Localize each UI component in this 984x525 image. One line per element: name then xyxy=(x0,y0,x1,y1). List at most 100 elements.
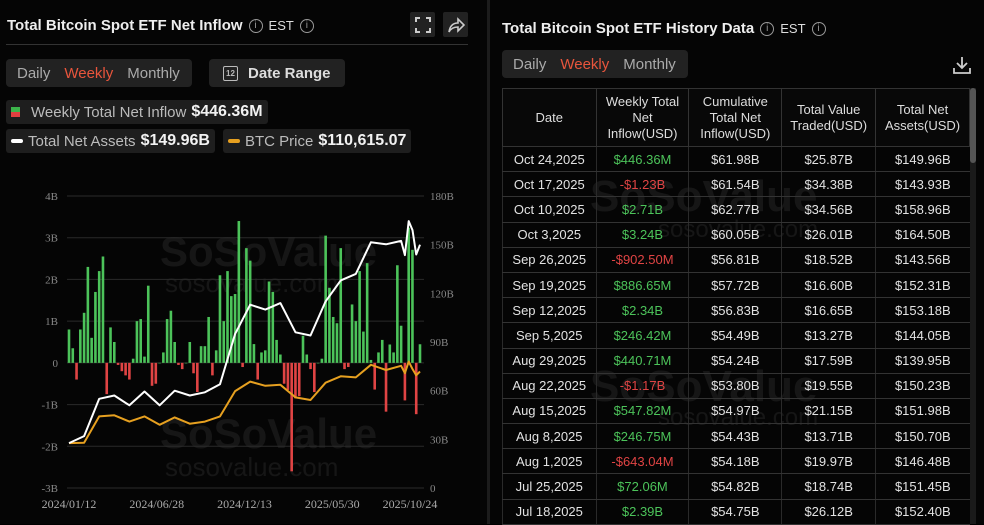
column-header-value-traded[interactable]: Total Value Traded(USD) xyxy=(781,88,877,147)
table-row[interactable]: Jul 25,2025 $72.06M $54.82B $18.74B $151.45B xyxy=(502,473,970,500)
inflow-bar xyxy=(256,362,260,380)
tab-weekly[interactable]: Weekly xyxy=(64,64,114,82)
table-row[interactable]: Oct 3,2025 $3.24B $60.05B $26.01B $164.50B xyxy=(502,222,970,248)
tab-daily[interactable]: Daily xyxy=(513,55,547,73)
share-icon xyxy=(447,16,465,33)
inflow-bar xyxy=(305,354,309,363)
table-row[interactable]: Jul 18,2025 $2.39B $54.75B $26.12B $152.40B xyxy=(502,499,970,525)
cell-cumulative-inflow: $54.97B xyxy=(688,398,782,425)
table-row[interactable]: Oct 24,2025 $446.36M $61.98B $25.87B $149.96… xyxy=(502,146,970,173)
table-row[interactable]: Sep 26,2025 -$902.50M $56.81B $18.52B $143.5… xyxy=(502,247,970,273)
tab-monthly[interactable]: Monthly xyxy=(623,55,676,73)
table-row[interactable]: Oct 10,2025 $2.71B $62.77B $34.56B $158.96B xyxy=(502,196,970,223)
legend-total-net-assets[interactable]: Total Net Assets $149.96B xyxy=(6,129,215,153)
column-header-net-assets[interactable]: Total Net Assets(USD) xyxy=(875,88,970,147)
x-axis-tick: 2024/06/28 xyxy=(129,497,184,511)
cell-weekly-inflow: $2.39B xyxy=(595,499,689,525)
inflow-bar xyxy=(135,321,139,363)
cell-date: Aug 1,2025 xyxy=(502,448,597,475)
inflow-bar xyxy=(86,266,90,363)
info-circle-icon[interactable]: i xyxy=(248,18,263,33)
tab-monthly[interactable]: Monthly xyxy=(127,64,180,82)
cell-weekly-inflow: $72.06M xyxy=(595,473,689,500)
inflow-bar xyxy=(229,296,233,363)
cell-value-traded: $25.87B xyxy=(781,146,876,173)
inflow-bar xyxy=(196,362,199,393)
share-button[interactable] xyxy=(443,12,468,37)
info-circle-icon[interactable]: i xyxy=(811,21,826,36)
inflow-bar xyxy=(297,362,301,397)
timezone-label: EST xyxy=(780,21,806,36)
table-row[interactable]: Aug 1,2025 -$643.04M $54.18B $19.97B $146.48… xyxy=(502,448,970,475)
scrollbar-thumb[interactable] xyxy=(970,88,976,163)
column-header-cumulative-inflow[interactable]: Cumulative Total Net Inflow(USD) xyxy=(688,88,783,147)
cell-cumulative-inflow: $61.98B xyxy=(688,146,782,173)
cell-date: Sep 12,2025 xyxy=(502,297,597,324)
cell-date: Aug 15,2025 xyxy=(502,398,597,425)
period-tabs: Daily Weekly Monthly xyxy=(502,50,688,78)
cell-net-assets: $152.40B xyxy=(875,499,970,525)
right-axis-tick: 120B xyxy=(430,288,454,300)
tab-weekly[interactable]: Weekly xyxy=(560,55,610,73)
column-header-date[interactable]: Date xyxy=(502,88,597,147)
inflow-bar xyxy=(67,329,71,363)
cell-net-assets: $150.23B xyxy=(875,373,970,399)
table-row[interactable]: Oct 17,2025 -$1.23B $61.54B $34.38B $143.93B xyxy=(502,171,970,198)
inflow-bar xyxy=(116,362,120,365)
table-row[interactable]: Aug 15,2025 $547.82M $54.97B $21.15B $151.98… xyxy=(502,398,970,425)
cell-value-traded: $34.56B xyxy=(781,196,876,223)
cell-date: Oct 10,2025 xyxy=(502,196,597,223)
cell-value-traded: $21.15B xyxy=(781,398,876,425)
table-row[interactable]: Sep 12,2025 $2.34B $56.83B $16.65B $153.18B xyxy=(502,297,970,324)
panel-divider xyxy=(487,0,490,524)
inflow-bar xyxy=(373,362,377,390)
cell-weekly-inflow: $886.65M xyxy=(595,272,689,299)
table-row[interactable]: Aug 22,2025 -$1.17B $53.80B $19.55B $150.23B xyxy=(502,373,970,399)
inflow-bar xyxy=(380,339,384,363)
cell-cumulative-inflow: $54.24B xyxy=(688,348,782,374)
net-inflow-chart[interactable]: 4B 3B 2B 1B 0 -1B -2B -3B 180B 150B 120B 90B 60B 30B 0… xyxy=(0,0,487,524)
legend-weekly-inflow[interactable]: Weekly Total Net Inflow $446.36M xyxy=(6,100,268,124)
line-swatch-icon xyxy=(228,139,240,143)
table-row[interactable]: Aug 8,2025 $246.75M $54.43B $13.71B $150.70B xyxy=(502,423,970,450)
inflow-bar xyxy=(241,362,244,368)
right-axis-tick: 180B xyxy=(430,191,454,203)
inflow-bar xyxy=(188,342,192,363)
inflow-bar xyxy=(211,362,214,376)
inflow-bar xyxy=(392,352,395,363)
table-row[interactable]: Sep 19,2025 $886.65M $57.72B $16.60B $152.31… xyxy=(502,272,970,299)
cell-value-traded: $34.38B xyxy=(781,171,876,198)
bar-swatch-icon xyxy=(11,107,20,117)
inflow-bar xyxy=(177,362,180,365)
info-circle-icon[interactable]: i xyxy=(299,18,314,33)
line-swatch-icon xyxy=(11,139,23,143)
cell-date: Sep 5,2025 xyxy=(502,322,597,349)
inflow-bar xyxy=(218,275,222,363)
inflow-bar xyxy=(286,362,290,390)
inflow-bar xyxy=(294,362,297,399)
table-row[interactable]: Sep 5,2025 $246.42M $54.49B $13.27B $144.05B xyxy=(502,322,970,349)
cell-value-traded: $26.01B xyxy=(781,222,876,248)
right-axis-tick: 0 xyxy=(430,483,436,495)
inflow-bar xyxy=(316,362,320,364)
column-header-weekly-inflow[interactable]: Weekly Total Net Inflow(USD) xyxy=(595,88,690,147)
inflow-bar xyxy=(128,362,131,380)
cell-value-traded: $13.71B xyxy=(781,423,876,450)
cell-value-traded: $13.27B xyxy=(781,322,876,349)
inflow-bar xyxy=(245,248,248,363)
inflow-bar xyxy=(324,235,327,363)
fullscreen-button[interactable] xyxy=(410,12,435,37)
inflow-bar xyxy=(313,362,316,393)
inflow-bar xyxy=(233,294,237,363)
inflow-bar xyxy=(279,354,282,363)
table-scrollbar[interactable] xyxy=(970,88,976,524)
inflow-bar xyxy=(282,362,286,384)
date-range-button[interactable]: 12 Date Range xyxy=(209,59,345,87)
legend-btc-price[interactable]: BTC Price $110,615.07 xyxy=(223,129,412,153)
inflow-bar xyxy=(150,362,154,386)
table-row[interactable]: Aug 29,2025 $440.71M $54.24B $17.59B $139.95… xyxy=(502,348,970,374)
download-icon[interactable] xyxy=(952,55,972,75)
info-circle-icon[interactable]: i xyxy=(760,21,775,36)
cell-net-assets: $150.70B xyxy=(875,423,970,450)
tab-daily[interactable]: Daily xyxy=(17,64,51,82)
